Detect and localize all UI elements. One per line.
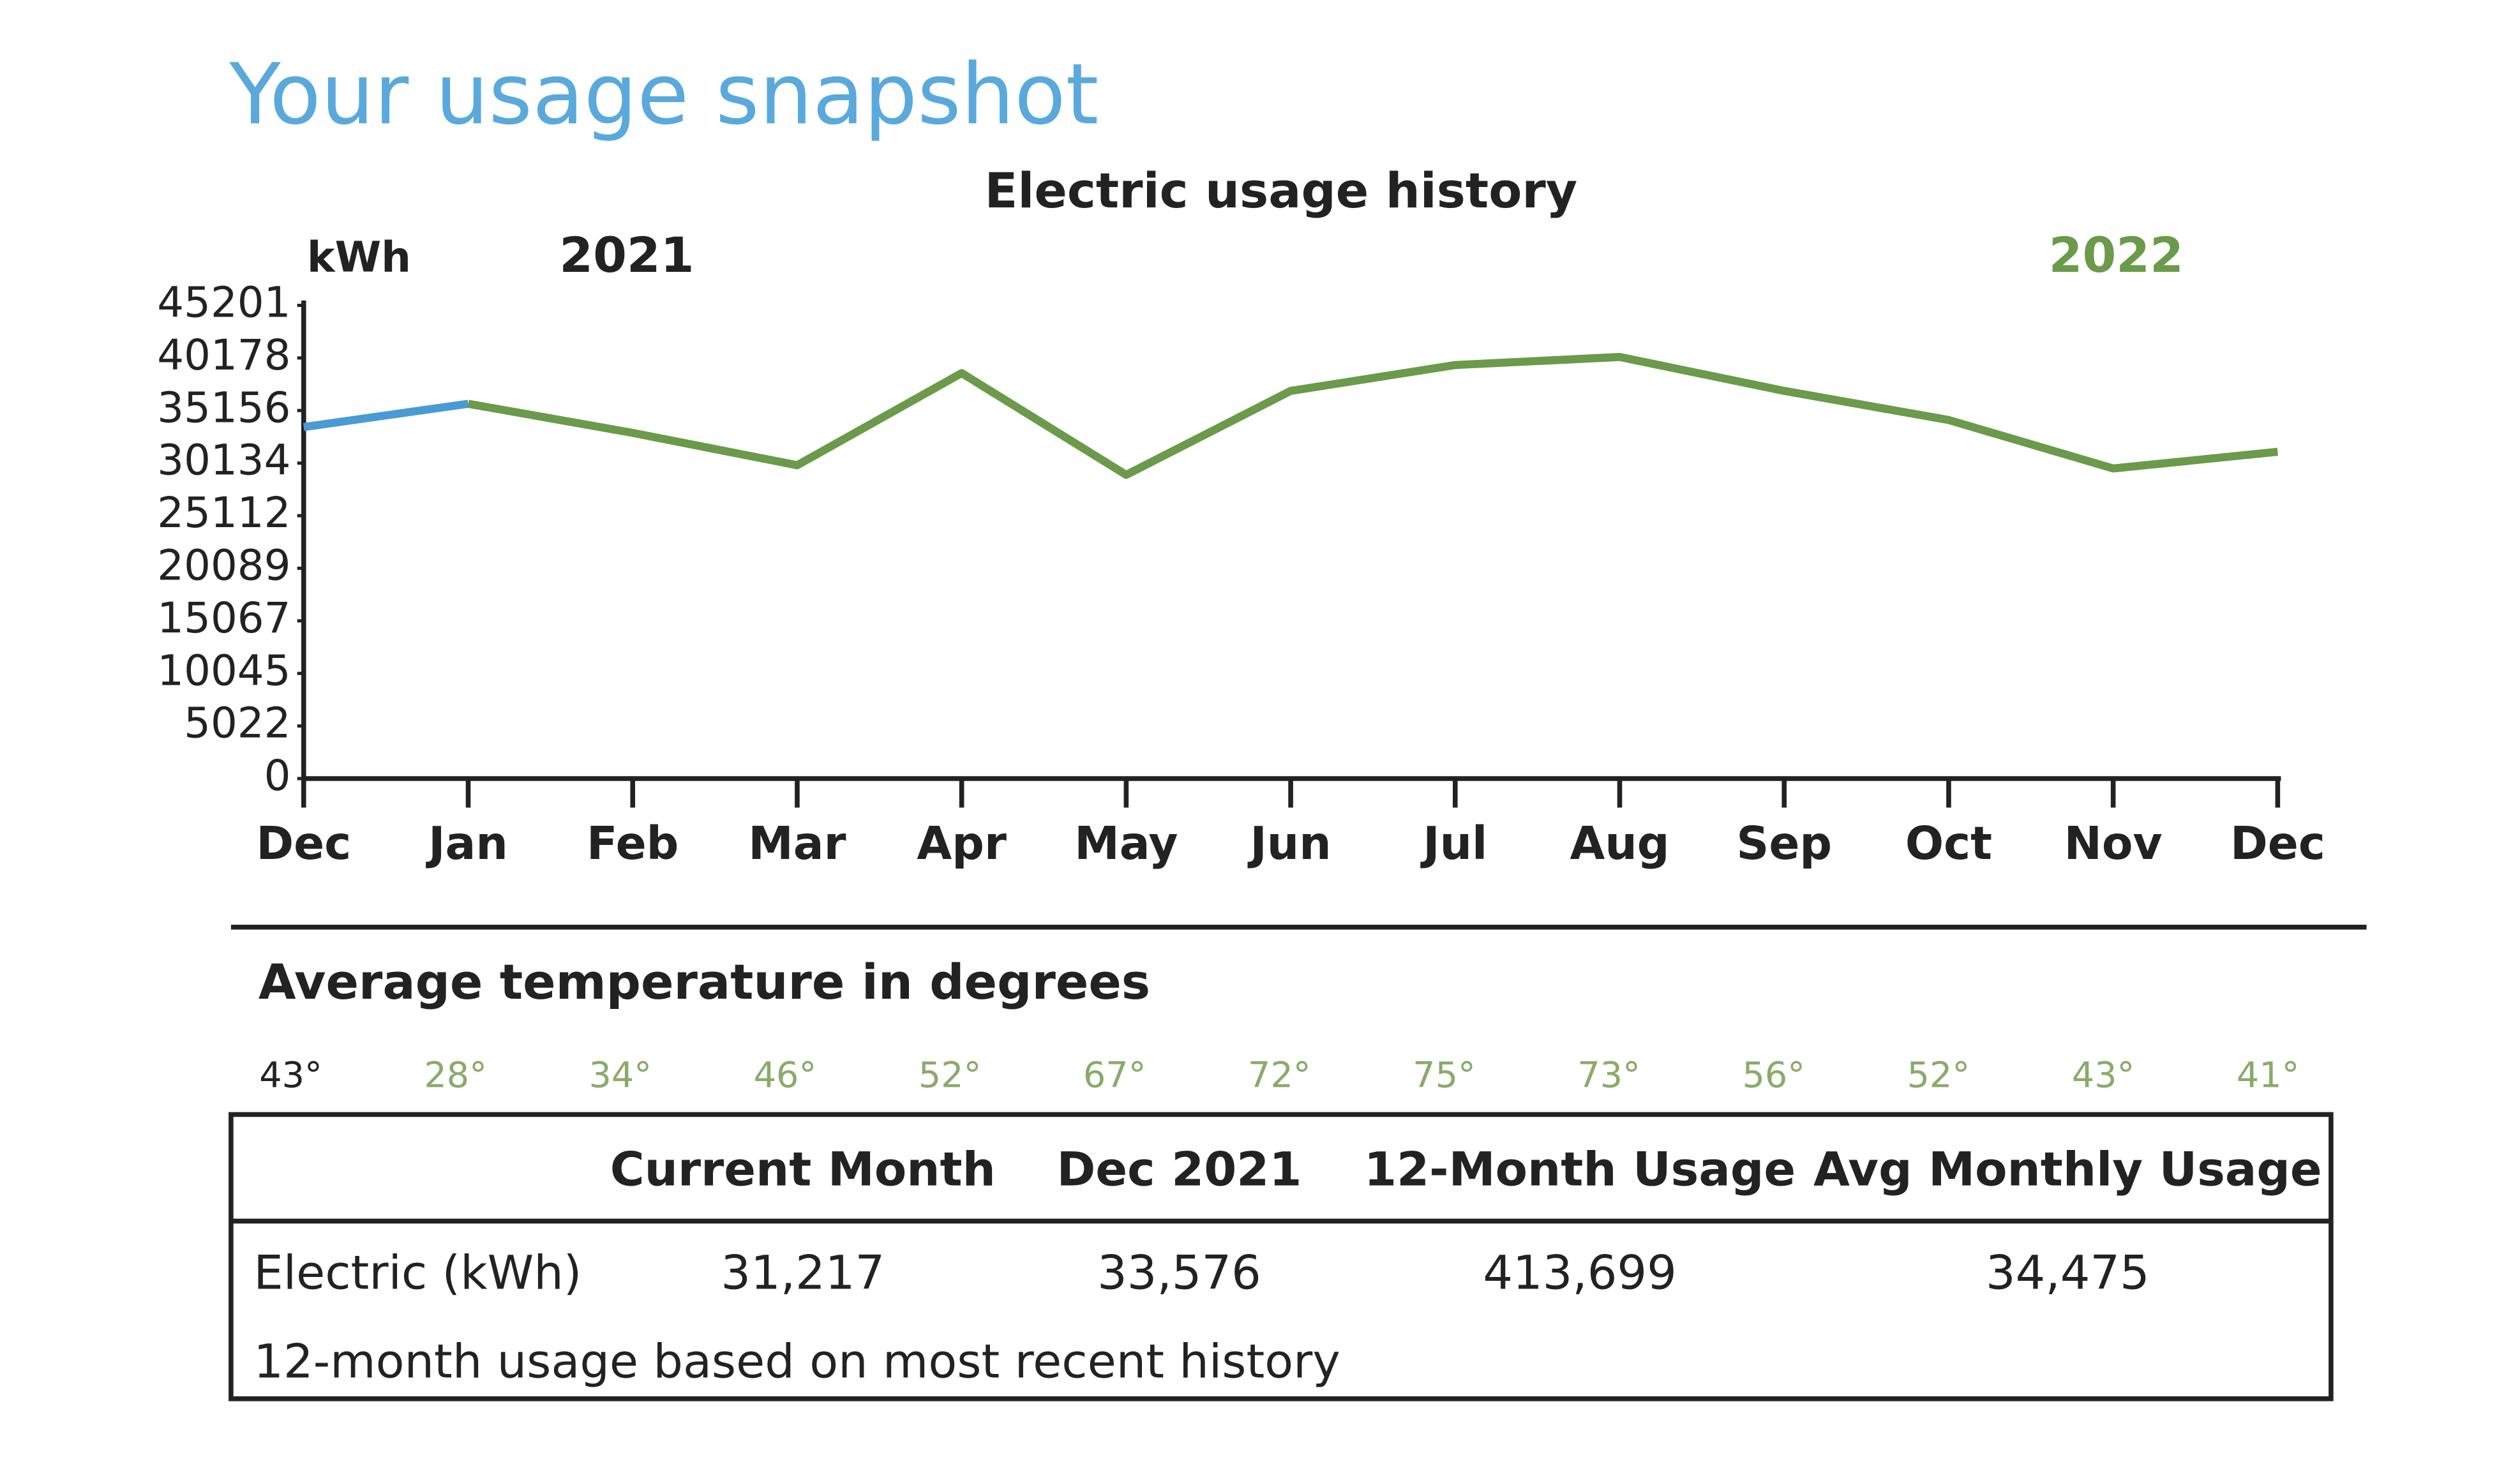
table-header: Avg Monthly Usage — [1813, 1143, 2322, 1197]
y-tick-label: 0 — [264, 751, 291, 800]
temperature: 72° — [1248, 1054, 1311, 1096]
page-title: Your usage snapshot — [229, 46, 1099, 144]
y-tick-label: 25112 — [157, 488, 290, 537]
y-tick-label: 10045 — [157, 646, 290, 695]
table-header: 12-Month Usage — [1364, 1143, 1796, 1197]
usage-line — [467, 353, 2279, 479]
x-tick-label: Dec — [256, 817, 351, 870]
x-tick-label: Oct — [1905, 817, 1992, 870]
x-tick-label: Jul — [1420, 817, 1487, 870]
y-tick-label: 35156 — [157, 383, 290, 432]
temperature: 43° — [2072, 1054, 2135, 1096]
table-header: Dec 2021 — [1056, 1143, 1301, 1197]
x-tick-label: Feb — [587, 817, 679, 870]
footnote: 12-month usage based on most recent hist… — [253, 1335, 1340, 1389]
x-tick-label: Apr — [917, 817, 1007, 870]
row-label: Electric (kWh) — [253, 1246, 581, 1300]
y-tick-label: 15067 — [157, 593, 290, 643]
temperature: 56° — [1742, 1054, 1805, 1096]
y-tick-label: 45201 — [157, 278, 290, 327]
table-cell: 31,217 — [721, 1246, 885, 1300]
y-tick-label: 5022 — [184, 699, 290, 748]
y-tick-label: 30134 — [157, 436, 290, 485]
temperature: 46° — [754, 1054, 817, 1096]
table-cell: 413,699 — [1483, 1246, 1676, 1300]
usage-line — [303, 399, 469, 431]
x-tick-label: Aug — [1570, 817, 1670, 870]
temperature: 75° — [1413, 1054, 1476, 1096]
x-tick-label: Mar — [748, 817, 846, 870]
y-tick-label: 40178 — [157, 331, 290, 380]
temperature: 52° — [919, 1054, 982, 1096]
x-tick-label: Nov — [2064, 817, 2163, 870]
legend-2021: 2021 — [559, 227, 694, 283]
x-tick-label: May — [1074, 817, 1178, 870]
table-cell: 34,475 — [1986, 1246, 2150, 1300]
temperature: 73° — [1577, 1054, 1640, 1096]
temp-title: Average temperature in degrees — [259, 954, 1150, 1010]
legend-2022: 2022 — [2049, 227, 2184, 283]
temperature: 34° — [589, 1054, 652, 1096]
temperature: 67° — [1083, 1054, 1146, 1096]
x-tick-label: Jan — [426, 817, 508, 870]
temperature: 52° — [1907, 1054, 1970, 1096]
x-tick-label: Sep — [1736, 817, 1832, 870]
table-box — [229, 1112, 2334, 1401]
table-header: Current Month — [610, 1143, 996, 1197]
temperature: 43° — [259, 1054, 322, 1096]
y-label: kWh — [307, 233, 411, 282]
temperature: 41° — [2237, 1054, 2300, 1096]
y-tick-label: 20089 — [157, 541, 290, 590]
x-tick-label: Dec — [2230, 817, 2325, 870]
table-cell: 33,576 — [1097, 1246, 1261, 1300]
x-tick-label: Jun — [1247, 817, 1331, 870]
chart-title: Electric usage history — [985, 163, 1578, 219]
temperature: 28° — [424, 1054, 487, 1096]
